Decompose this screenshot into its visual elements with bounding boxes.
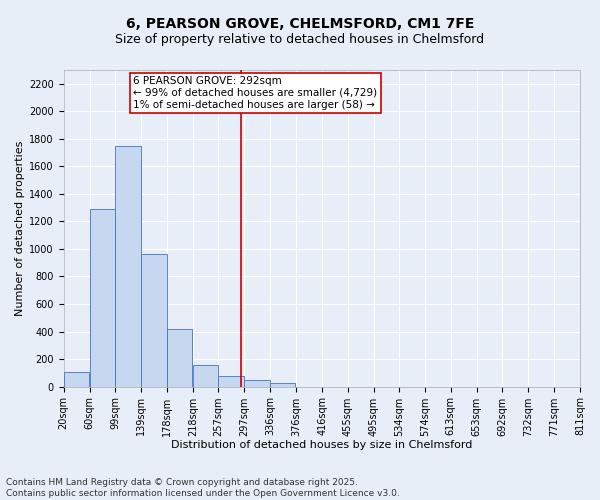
Bar <box>142 254 167 386</box>
X-axis label: Distribution of detached houses by size in Chelmsford: Distribution of detached houses by size … <box>171 440 473 450</box>
Bar <box>90 209 115 386</box>
Bar <box>64 372 89 386</box>
Bar <box>193 366 218 386</box>
Bar <box>218 376 244 386</box>
Bar <box>270 383 295 386</box>
Text: 6 PEARSON GROVE: 292sqm
← 99% of detached houses are smaller (4,729)
1% of semi-: 6 PEARSON GROVE: 292sqm ← 99% of detache… <box>133 76 377 110</box>
Bar <box>167 330 192 386</box>
Text: Contains HM Land Registry data © Crown copyright and database right 2025.
Contai: Contains HM Land Registry data © Crown c… <box>6 478 400 498</box>
Text: 6, PEARSON GROVE, CHELMSFORD, CM1 7FE: 6, PEARSON GROVE, CHELMSFORD, CM1 7FE <box>126 18 474 32</box>
Text: Size of property relative to detached houses in Chelmsford: Size of property relative to detached ho… <box>115 32 485 46</box>
Y-axis label: Number of detached properties: Number of detached properties <box>15 140 25 316</box>
Bar <box>115 146 140 386</box>
Bar <box>244 380 270 386</box>
